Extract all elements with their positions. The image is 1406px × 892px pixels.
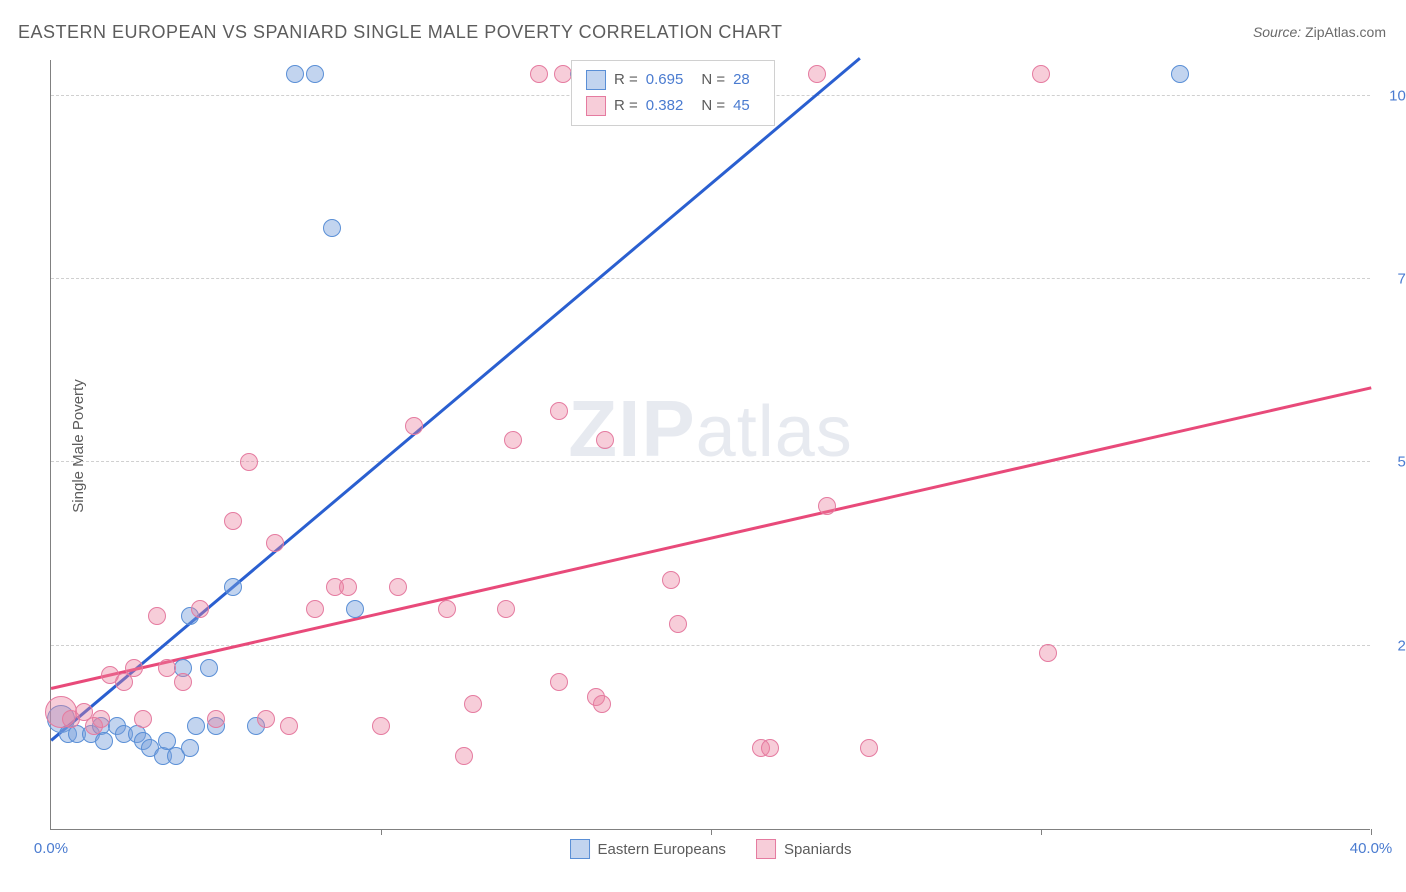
data-point-series-1 <box>240 453 258 471</box>
data-point-series-1 <box>530 65 548 83</box>
legend-r-value: 0.382 <box>646 93 684 119</box>
y-tick-label: 75.0% <box>1380 271 1406 288</box>
data-point-series-0 <box>224 578 242 596</box>
data-point-series-1 <box>1032 65 1050 83</box>
data-point-series-0 <box>95 732 113 750</box>
data-point-series-1 <box>818 497 836 515</box>
source-label: Source: <box>1253 24 1301 40</box>
data-point-series-1 <box>125 659 143 677</box>
watermark-bold: ZIP <box>568 384 695 473</box>
scatter-plot-area: ZIPatlas R = 0.695 N = 28 R = 0.382 N = … <box>50 60 1370 830</box>
data-point-series-1 <box>497 600 515 618</box>
x-tick-mark <box>1371 829 1372 835</box>
data-point-series-1 <box>550 673 568 691</box>
source-attribution: Source: ZipAtlas.com <box>1253 24 1386 40</box>
data-point-series-1 <box>339 578 357 596</box>
data-point-series-1 <box>761 739 779 757</box>
x-tick-mark <box>711 829 712 835</box>
watermark-rest: atlas <box>696 392 853 472</box>
legend-swatch-series-0 <box>586 70 606 90</box>
data-point-series-1 <box>92 710 110 728</box>
legend-r-label: R = <box>614 67 638 93</box>
data-point-series-1 <box>148 607 166 625</box>
data-point-series-1 <box>808 65 826 83</box>
legend-label: Spaniards <box>784 841 852 858</box>
grid-line <box>51 645 1370 646</box>
data-point-series-1 <box>372 717 390 735</box>
data-point-series-0 <box>286 65 304 83</box>
data-point-series-0 <box>187 717 205 735</box>
data-point-series-1 <box>266 534 284 552</box>
x-tick-mark <box>381 829 382 835</box>
data-point-series-1 <box>438 600 456 618</box>
chart-title: EASTERN EUROPEAN VS SPANIARD SINGLE MALE… <box>18 22 783 43</box>
legend-r-label: R = <box>614 93 638 119</box>
x-tick-mark <box>1041 829 1042 835</box>
data-point-series-0 <box>306 65 324 83</box>
legend-swatch-series-0 <box>570 839 590 859</box>
data-point-series-1 <box>389 578 407 596</box>
legend-swatch-series-1 <box>586 96 606 116</box>
data-point-series-1 <box>158 659 176 677</box>
data-point-series-1 <box>593 695 611 713</box>
data-point-series-1 <box>280 717 298 735</box>
data-point-series-0 <box>200 659 218 677</box>
data-point-series-1 <box>662 571 680 589</box>
data-point-series-1 <box>174 673 192 691</box>
data-point-series-0 <box>181 739 199 757</box>
legend-swatch-series-1 <box>756 839 776 859</box>
data-point-series-1 <box>554 65 572 83</box>
legend-item-series-1: Spaniards <box>756 839 852 859</box>
legend-n-value: 45 <box>733 93 750 119</box>
legend-row-series-1: R = 0.382 N = 45 <box>586 93 760 119</box>
data-point-series-1 <box>191 600 209 618</box>
legend-n-label: N = <box>701 93 725 119</box>
grid-line <box>51 278 1370 279</box>
data-point-series-1 <box>455 747 473 765</box>
data-point-series-1 <box>550 402 568 420</box>
y-tick-label: 50.0% <box>1380 454 1406 471</box>
data-point-series-1 <box>257 710 275 728</box>
data-point-series-0 <box>323 219 341 237</box>
legend-n-value: 28 <box>733 67 750 93</box>
data-point-series-1 <box>405 417 423 435</box>
legend-r-value: 0.695 <box>646 67 684 93</box>
data-point-series-1 <box>134 710 152 728</box>
data-point-series-0 <box>1171 65 1189 83</box>
y-tick-label: 25.0% <box>1380 637 1406 654</box>
data-point-series-1 <box>860 739 878 757</box>
x-tick-label: 0.0% <box>34 840 68 857</box>
y-tick-label: 100.0% <box>1380 87 1406 104</box>
data-point-series-1 <box>596 431 614 449</box>
legend-item-series-0: Eastern Europeans <box>570 839 726 859</box>
legend-series-names: Eastern Europeans Spaniards <box>570 839 852 859</box>
legend-n-label: N = <box>701 67 725 93</box>
data-point-series-1 <box>669 615 687 633</box>
data-point-series-0 <box>346 600 364 618</box>
data-point-series-1 <box>464 695 482 713</box>
legend-label: Eastern Europeans <box>598 841 726 858</box>
legend-row-series-0: R = 0.695 N = 28 <box>586 67 760 93</box>
source-name: ZipAtlas.com <box>1305 24 1386 40</box>
x-tick-label: 40.0% <box>1350 840 1393 857</box>
data-point-series-1 <box>207 710 225 728</box>
data-point-series-1 <box>504 431 522 449</box>
trend-line-series-0 <box>50 57 860 741</box>
data-point-series-1 <box>306 600 324 618</box>
legend-correlation-box: R = 0.695 N = 28 R = 0.382 N = 45 <box>571 60 775 126</box>
data-point-series-1 <box>1039 644 1057 662</box>
data-point-series-1 <box>224 512 242 530</box>
